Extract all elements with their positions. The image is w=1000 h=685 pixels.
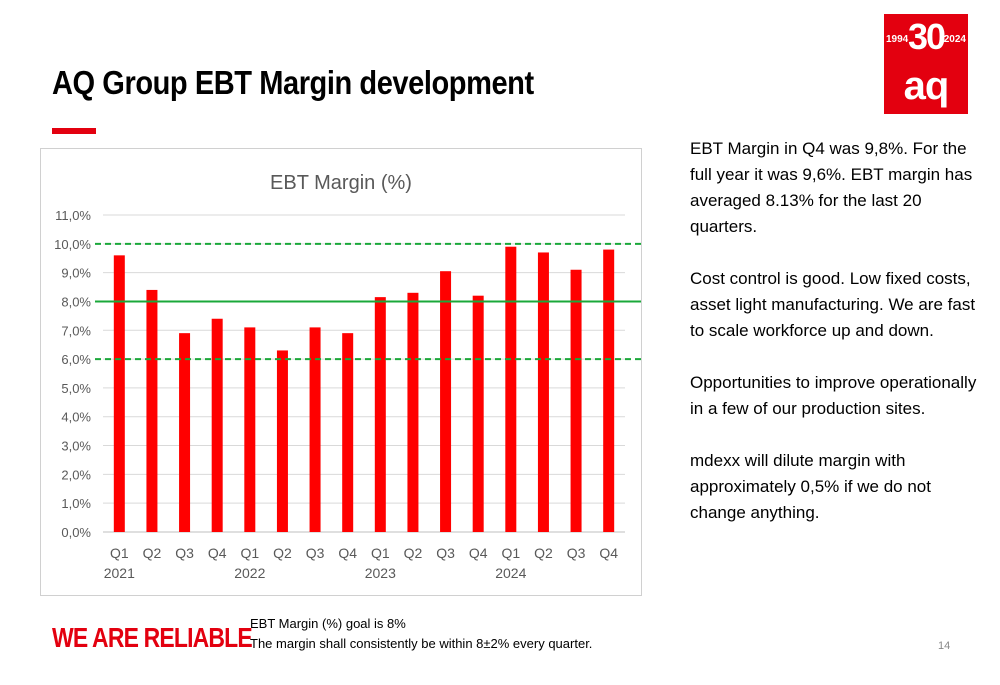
page-number: 14 (938, 640, 951, 652)
goal-note-line: EBT Margin (%) goal is 8% (250, 616, 406, 631)
goal-note: EBT Margin (%) goal is 8% The margin sha… (250, 614, 592, 654)
x-tick-label: Q1 (371, 545, 390, 561)
x-year-label: 2022 (234, 565, 265, 581)
chart-title: EBT Margin (%) (270, 172, 412, 194)
bar (440, 271, 452, 532)
bar (505, 246, 517, 532)
bar (113, 255, 125, 532)
bar (342, 333, 354, 532)
x-tick-label: Q1 (110, 545, 129, 561)
bar (407, 292, 419, 532)
x-tick-label: Q4 (599, 545, 618, 561)
x-tick-label: Q3 (436, 545, 455, 561)
bar (146, 289, 158, 532)
aq-30-year-logo: 1994 30 2024 aq (884, 14, 968, 114)
page-title: AQ Group EBT Margin development (52, 64, 534, 101)
goal-note-line: The margin shall consistently be within … (250, 636, 593, 651)
x-tick-label: Q3 (567, 545, 586, 561)
y-tick-label: 3,0% (61, 439, 91, 454)
y-tick-label: 7,0% (61, 323, 91, 338)
bar (309, 327, 321, 532)
x-year-label: 2021 (104, 565, 135, 581)
y-tick-label: 2,0% (61, 467, 91, 482)
logo-year-start: 1994 (886, 34, 909, 45)
x-year-label: 2023 (365, 565, 396, 581)
x-tick-label: Q4 (208, 545, 227, 561)
y-tick-label: 4,0% (61, 410, 91, 425)
tagline: WE ARE RELIABLE (52, 622, 253, 653)
x-tick-label: Q4 (469, 545, 488, 561)
x-tick-label: Q3 (306, 545, 325, 561)
x-tick-label: Q1 (240, 545, 259, 561)
chart-frame: EBT Margin (%) 0,0% 1,0% 2,0% 3,0% 4,0% 5,0% 6,… (40, 148, 642, 596)
logo-year-end: 2024 (943, 34, 966, 45)
x-tick-label: Q3 (175, 545, 194, 561)
bar (603, 249, 615, 532)
x-tick-label: Q1 (501, 545, 520, 561)
x-tick-label: Q2 (534, 545, 553, 561)
y-tick-label: 1,0% (61, 496, 91, 511)
y-tick-label: 8,0% (61, 294, 91, 309)
bar (244, 327, 256, 532)
x-tick-label: Q4 (338, 545, 357, 561)
y-tick-label: 6,0% (61, 352, 91, 367)
commentary-paragraph: Cost control is good. Low fixed costs, a… (690, 269, 976, 340)
commentary: EBT Margin in Q4 was 9,8%. For the full … (690, 136, 990, 552)
x-tick-label: Q2 (143, 545, 162, 561)
commentary-paragraph: mdexx will dilute margin with approximat… (690, 451, 931, 522)
x-tick-label: Q2 (273, 545, 292, 561)
logo-brand: aq (903, 64, 950, 108)
bar (537, 252, 549, 533)
y-tick-label: 0,0% (61, 525, 91, 540)
bar (276, 350, 288, 532)
ebt-margin-chart: EBT Margin (%) 0,0% 1,0% 2,0% 3,0% 4,0% 5,0% 6,… (54, 172, 641, 581)
bar (472, 295, 484, 532)
y-tick-label: 9,0% (61, 266, 91, 281)
bar (570, 269, 582, 532)
title-underline (52, 128, 96, 134)
y-tick-label: 11,0% (55, 208, 91, 223)
logo-number: 30 (907, 16, 946, 57)
y-tick-label: 10,0% (54, 237, 91, 252)
bar (179, 333, 191, 532)
commentary-paragraph: Opportunities to improve operationally i… (690, 373, 977, 418)
bar (374, 297, 386, 532)
bar (211, 318, 223, 532)
x-year-label: 2024 (495, 565, 526, 581)
x-tick-label: Q2 (404, 545, 423, 561)
y-tick-label: 5,0% (61, 381, 91, 396)
commentary-paragraph: EBT Margin in Q4 was 9,8%. For the full … (690, 139, 973, 236)
